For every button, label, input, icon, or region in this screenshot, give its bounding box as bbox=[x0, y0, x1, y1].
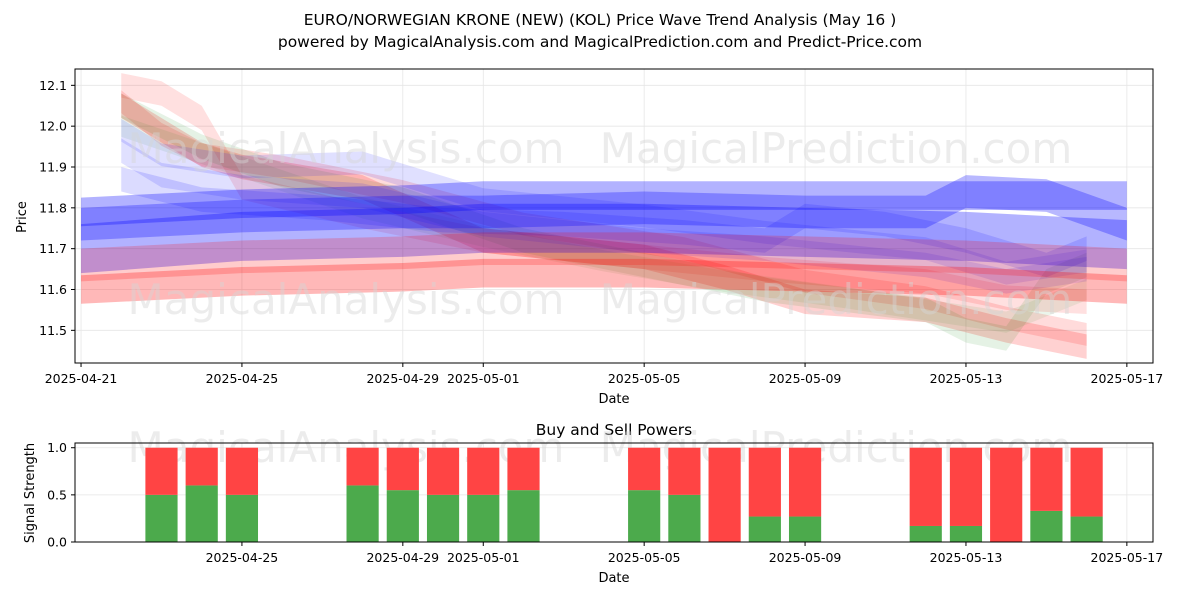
buy-bar bbox=[225, 494, 259, 542]
price-watermarks: MagicalAnalysis.com MagicalPrediction.co… bbox=[128, 124, 1073, 324]
signal-y-ticks: 0.0 0.5 1.0 bbox=[47, 440, 75, 550]
watermark-magicalprediction-2: MagicalPrediction.com bbox=[600, 275, 1073, 324]
price-xtick-label: 2025-04-21 bbox=[45, 371, 118, 386]
wave-band-blue-wave-1 bbox=[121, 118, 1087, 285]
signal-xtick-label: 2025-05-13 bbox=[930, 550, 1003, 565]
wave-band-trend-blue-1 bbox=[81, 181, 1127, 227]
signal-xtick-label: 2025-04-25 bbox=[206, 550, 279, 565]
price-y-axis-label: Price bbox=[15, 201, 30, 233]
buy-bar bbox=[1070, 516, 1103, 542]
buy-bar bbox=[185, 485, 218, 542]
wave-band-trend-purple-1 bbox=[81, 203, 1127, 274]
signal-ytick-label: 0.0 bbox=[47, 535, 67, 550]
price-ytick-label: 11.8 bbox=[39, 200, 67, 215]
signal-xtick-label: 2025-05-05 bbox=[608, 550, 681, 565]
price-ytick-label: 11.6 bbox=[39, 282, 67, 297]
signal-xtick-label: 2025-05-09 bbox=[769, 550, 842, 565]
sell-bar bbox=[386, 447, 419, 491]
signal-ytick-label: 1.0 bbox=[47, 440, 67, 455]
sell-bar bbox=[225, 447, 259, 495]
signal-ytick-label: 0.5 bbox=[47, 487, 67, 502]
sell-bar bbox=[949, 447, 983, 526]
buy-bar bbox=[346, 485, 379, 542]
wave-band-red-wave-2 bbox=[121, 90, 1087, 346]
buy-bar bbox=[467, 494, 500, 542]
sell-bar bbox=[668, 447, 701, 495]
price-ytick-label: 12.0 bbox=[39, 119, 67, 134]
sell-bar bbox=[346, 447, 379, 486]
sell-bar bbox=[708, 447, 741, 542]
signal-chart-title: Buy and Sell Powers bbox=[536, 421, 693, 439]
buy-bar bbox=[145, 494, 178, 542]
price-xtick-label: 2025-05-05 bbox=[608, 371, 681, 386]
buy-bar bbox=[507, 490, 540, 542]
sell-bar bbox=[1070, 447, 1103, 517]
signal-xtick-label: 2025-04-29 bbox=[366, 550, 439, 565]
signal-x-axis-label: Date bbox=[598, 571, 629, 586]
price-ytick-label: 11.5 bbox=[39, 323, 67, 338]
sell-bar bbox=[990, 447, 1023, 542]
signal-bars bbox=[145, 447, 1103, 542]
buy-bar bbox=[949, 525, 983, 542]
wave-band-blue-wave-3 bbox=[121, 167, 1087, 278]
price-xtick-label: 2025-05-17 bbox=[1091, 371, 1164, 386]
price-xtick-label: 2025-05-01 bbox=[447, 371, 520, 386]
price-plot-frame bbox=[74, 68, 1154, 364]
price-grid bbox=[75, 69, 1153, 363]
price-x-ticks: 2025-04-21 2025-04-25 2025-04-29 2025-05-01… bbox=[45, 363, 1163, 386]
signal-x-ticks: 2025-04-25 2025-04-29 2025-05-01 2025-05-05… bbox=[206, 542, 1164, 565]
price-plot-background bbox=[75, 69, 1153, 363]
chart-title-line1: EURO/NORWEGIAN KRONE (NEW) (KOL) Price W… bbox=[304, 11, 897, 29]
buy-bar bbox=[1030, 510, 1063, 542]
sell-bar bbox=[185, 447, 218, 486]
wave-band-green-wave-1 bbox=[121, 93, 1087, 351]
wave-band-blue-wave-2 bbox=[121, 138, 1087, 294]
watermark-magicalanalysis: MagicalAnalysis.com bbox=[128, 124, 565, 173]
buy-bar bbox=[628, 490, 661, 542]
sell-bar bbox=[426, 447, 460, 495]
price-ytick-label: 12.1 bbox=[39, 78, 67, 93]
sell-bar bbox=[507, 447, 540, 491]
price-y-ticks: 11.5 11.6 11.7 11.8 11.9 12.0 12.1 bbox=[39, 78, 75, 338]
wave-band-green-wave-2 bbox=[121, 115, 1087, 333]
sell-bar bbox=[145, 447, 178, 495]
price-xtick-label: 2025-04-29 bbox=[366, 371, 439, 386]
buy-bar bbox=[668, 494, 701, 542]
price-x-axis-label: Date bbox=[598, 392, 629, 407]
wave-band-red-wave-1 bbox=[121, 73, 1087, 314]
sell-bar bbox=[909, 447, 942, 526]
price-xtick-label: 2025-04-25 bbox=[206, 371, 279, 386]
signal-xtick-label: 2025-05-17 bbox=[1091, 550, 1164, 565]
price-plot: MagicalAnalysis.com MagicalPrediction.co… bbox=[15, 68, 1163, 407]
chart-title-line2: powered by MagicalAnalysis.com and Magic… bbox=[278, 33, 922, 51]
sell-bar bbox=[628, 447, 661, 491]
price-waves bbox=[81, 73, 1127, 359]
watermark-magicalprediction: MagicalPrediction.com bbox=[600, 124, 1073, 173]
wave-band-trend-red-low bbox=[81, 232, 1127, 282]
wave-band-red-wave-3 bbox=[121, 93, 1087, 359]
buy-bar bbox=[426, 494, 460, 542]
sell-bar bbox=[1030, 447, 1063, 511]
buy-bar bbox=[788, 516, 822, 542]
wave-band-trend-blue-2 bbox=[81, 175, 1127, 241]
sell-bar bbox=[467, 447, 500, 495]
buy-bar bbox=[748, 516, 781, 542]
buy-bar bbox=[386, 490, 419, 542]
price-xtick-label: 2025-05-09 bbox=[769, 371, 842, 386]
signal-plot-frame bbox=[74, 442, 1154, 543]
watermark-magicalanalysis-2: MagicalAnalysis.com bbox=[128, 275, 565, 324]
sell-bar bbox=[748, 447, 781, 517]
sell-bar bbox=[788, 447, 822, 517]
buy-bar bbox=[909, 525, 942, 542]
signal-xtick-label: 2025-05-01 bbox=[447, 550, 520, 565]
signal-y-axis-label: Signal Strength bbox=[23, 443, 38, 543]
signal-plot: Buy and Sell Powers MagicalAnalysis.com … bbox=[23, 421, 1163, 586]
price-ytick-label: 11.7 bbox=[39, 241, 67, 256]
wave-band-trend-red bbox=[81, 258, 1127, 304]
price-ytick-label: 11.9 bbox=[39, 160, 67, 175]
price-xtick-label: 2025-05-13 bbox=[930, 371, 1003, 386]
